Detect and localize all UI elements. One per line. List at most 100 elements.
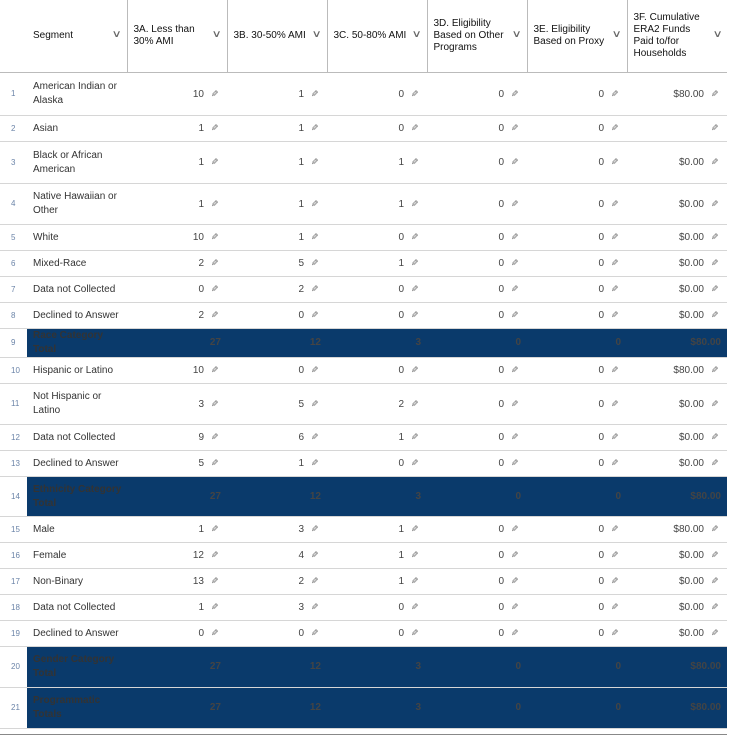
value-cell[interactable]: 1 ✎ [327,568,427,595]
chevron-down-icon[interactable]: ∨ [611,29,622,40]
value-cell[interactable]: 1 ✎ [327,183,427,225]
pencil-icon[interactable]: ✎ [211,628,219,638]
pencil-icon[interactable]: ✎ [411,198,419,209]
pencil-icon[interactable]: ✎ [311,258,319,268]
value-cell[interactable]: 0 ✎ [227,302,327,329]
value-cell[interactable]: $0.00 ✎ [627,620,727,647]
pencil-icon[interactable]: ✎ [211,458,219,468]
pencil-icon[interactable]: ✎ [611,157,619,167]
value-cell[interactable]: 0 ✎ [427,250,527,277]
value-cell[interactable]: 1 ✎ [227,450,327,477]
value-cell[interactable]: 0 ✎ [427,620,527,647]
pencil-icon[interactable]: ✎ [211,310,219,320]
pencil-icon[interactable]: ✎ [711,365,719,375]
value-cell[interactable]: 1 ✎ [227,115,327,142]
value-cell[interactable]: ✎ [627,115,727,142]
pencil-icon[interactable]: ✎ [311,432,319,442]
pencil-icon[interactable]: ✎ [511,284,519,294]
pencil-icon[interactable]: ✎ [311,284,319,294]
pencil-icon[interactable]: ✎ [611,602,619,612]
value-cell[interactable]: 0 ✎ [327,357,427,384]
pencil-icon[interactable]: ✎ [211,432,219,442]
value-cell[interactable]: $0.00 ✎ [627,568,727,595]
value-cell[interactable]: $0.00 ✎ [627,383,727,425]
value-cell[interactable]: 0 ✎ [427,224,527,251]
value-cell[interactable]: 1 ✎ [227,183,327,225]
pencil-icon[interactable]: ✎ [511,198,519,209]
value-cell[interactable]: 0 ✎ [527,424,627,451]
column-header-0[interactable]: Segment ∨ [27,0,127,73]
value-cell[interactable]: 0 ✎ [527,276,627,303]
value-cell[interactable]: $80.00 ✎ [627,72,727,116]
pencil-icon[interactable]: ✎ [411,365,419,375]
value-cell[interactable]: 9 ✎ [127,424,227,451]
value-cell[interactable]: 0 ✎ [527,594,627,621]
value-cell[interactable]: 1 ✎ [327,516,427,543]
pencil-icon[interactable]: ✎ [511,524,519,534]
value-cell[interactable]: 0 ✎ [427,568,527,595]
value-cell[interactable]: 13 ✎ [127,568,227,595]
pencil-icon[interactable]: ✎ [211,576,219,586]
column-header-3[interactable]: 3C. 50-80% AMI ∨ [326,0,427,73]
value-cell[interactable]: 10 ✎ [127,72,227,116]
chevron-down-icon[interactable]: ∨ [211,29,222,40]
value-cell[interactable]: 1 ✎ [127,516,227,543]
value-cell[interactable]: 10 ✎ [127,224,227,251]
value-cell[interactable]: 1 ✎ [227,72,327,116]
pencil-icon[interactable]: ✎ [311,123,319,133]
pencil-icon[interactable]: ✎ [711,284,719,294]
pencil-icon[interactable]: ✎ [511,258,519,268]
value-cell[interactable]: $0.00 ✎ [627,224,727,251]
value-cell[interactable]: 0 ✎ [427,302,527,329]
chevron-down-icon[interactable]: ∨ [411,29,422,40]
value-cell[interactable]: 2 ✎ [127,250,227,277]
pencil-icon[interactable]: ✎ [511,602,519,612]
pencil-icon[interactable]: ✎ [511,232,519,242]
pencil-icon[interactable]: ✎ [611,576,619,586]
value-cell[interactable]: 10 ✎ [127,357,227,384]
value-cell[interactable]: 0 ✎ [527,516,627,543]
value-cell[interactable]: 2 ✎ [127,302,227,329]
value-cell[interactable]: 0 ✎ [427,516,527,543]
pencil-icon[interactable]: ✎ [611,365,619,375]
value-cell[interactable]: 0 ✎ [327,450,427,477]
pencil-icon[interactable]: ✎ [311,458,319,468]
value-cell[interactable]: $0.00 ✎ [627,302,727,329]
pencil-icon[interactable]: ✎ [211,284,219,294]
value-cell[interactable]: 0 ✎ [527,115,627,142]
value-cell[interactable]: 12 ✎ [127,542,227,569]
pencil-icon[interactable]: ✎ [311,602,319,612]
value-cell[interactable]: 0 ✎ [527,357,627,384]
pencil-icon[interactable]: ✎ [311,232,319,242]
pencil-icon[interactable]: ✎ [411,258,419,268]
value-cell[interactable]: 0 ✎ [527,250,627,277]
value-cell[interactable]: 0 ✎ [427,141,527,184]
pencil-icon[interactable]: ✎ [311,550,319,560]
pencil-icon[interactable]: ✎ [211,198,219,209]
column-header-6[interactable]: 3F. Cumulative ERA2 Funds Paid to/for Ho… [626,0,727,73]
value-cell[interactable]: 0 ✎ [527,542,627,569]
pencil-icon[interactable]: ✎ [211,524,219,534]
value-cell[interactable]: 5 ✎ [227,250,327,277]
pencil-icon[interactable]: ✎ [511,88,519,99]
value-cell[interactable]: 0 ✎ [527,183,627,225]
value-cell[interactable]: 6 ✎ [227,424,327,451]
value-cell[interactable]: 0 ✎ [527,568,627,595]
pencil-icon[interactable]: ✎ [411,398,419,409]
value-cell[interactable]: 0 ✎ [127,276,227,303]
pencil-icon[interactable]: ✎ [511,123,519,133]
pencil-icon[interactable]: ✎ [711,310,719,320]
pencil-icon[interactable]: ✎ [511,458,519,468]
pencil-icon[interactable]: ✎ [411,432,419,442]
value-cell[interactable]: 1 ✎ [327,141,427,184]
value-cell[interactable]: 2 ✎ [227,276,327,303]
value-cell[interactable]: 0 ✎ [427,276,527,303]
value-cell[interactable]: 0 ✎ [527,72,627,116]
pencil-icon[interactable]: ✎ [411,123,419,133]
pencil-icon[interactable]: ✎ [411,524,419,534]
pencil-icon[interactable]: ✎ [211,365,219,375]
chevron-down-icon[interactable]: ∨ [111,29,122,40]
value-cell[interactable]: 0 ✎ [227,620,327,647]
value-cell[interactable]: 4 ✎ [227,542,327,569]
value-cell[interactable]: 1 ✎ [327,424,427,451]
